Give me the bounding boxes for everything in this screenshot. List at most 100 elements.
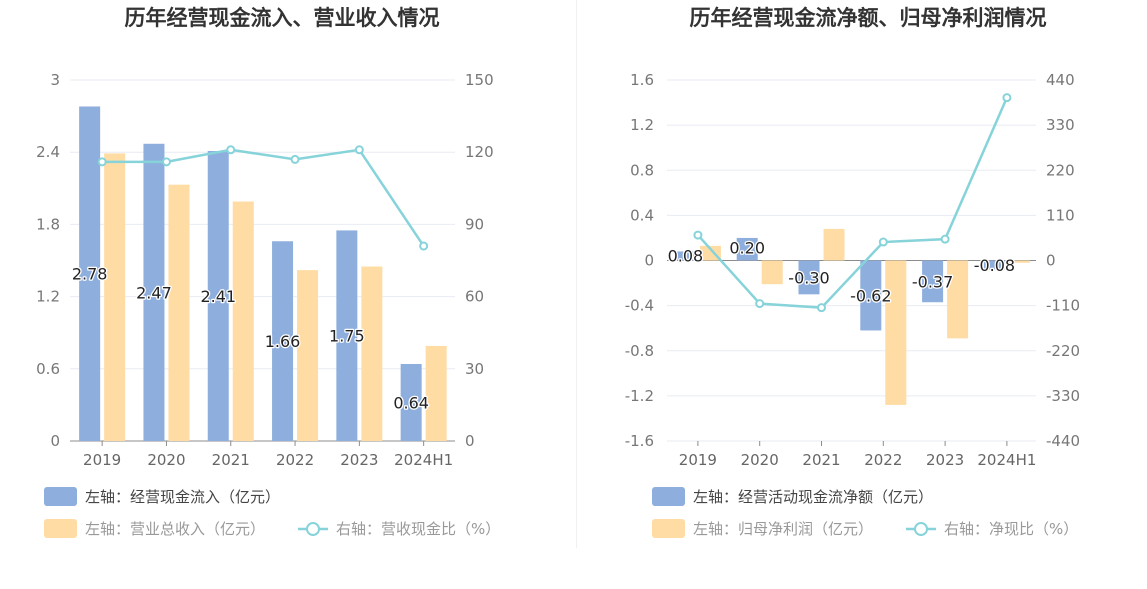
y-left-tick-label: -0.8 xyxy=(625,342,654,360)
x-tick-label: 2022 xyxy=(864,451,902,469)
y-left-tick-label: 2.4 xyxy=(36,143,60,161)
chart-title: 历年经营现金流净额、归母净利润情况 xyxy=(690,6,1047,30)
panel-divider xyxy=(576,0,577,548)
bar-series-1 xyxy=(674,251,696,261)
line-point xyxy=(290,154,300,164)
chart-title: 历年经营现金流入、营业收入情况 xyxy=(125,6,440,30)
bar-series-1 xyxy=(798,260,820,295)
data-label: 2.47 xyxy=(136,283,172,302)
bar-series-2 xyxy=(361,266,383,441)
data-label: 1.75 xyxy=(329,327,365,346)
line-point xyxy=(940,234,950,244)
x-tick-label: 2024H1 xyxy=(394,451,453,469)
x-tick-label: 2021 xyxy=(212,451,250,469)
y-right-tick-label: 0 xyxy=(1046,252,1056,270)
y-left-tick-label: 1.2 xyxy=(36,288,60,306)
y-left-tick-label: 0 xyxy=(644,252,654,270)
line-point xyxy=(817,303,826,313)
y-left-tick-label: 0.6 xyxy=(36,360,60,378)
x-tick-label: 2022 xyxy=(276,451,314,469)
legend-label-series-2: 左轴：归母净利润（亿元） xyxy=(693,520,873,538)
x-tick-label: 2024H1 xyxy=(977,451,1036,469)
x-tick-label: 2020 xyxy=(741,451,779,469)
line-point xyxy=(1002,93,1012,103)
line-point xyxy=(878,237,888,247)
y-left-tick-label: 0.4 xyxy=(630,206,654,224)
legend-label-series-3: 右轴：净现比（%） xyxy=(944,520,1078,538)
chart-cash-inflow-revenue: 历年经营现金流入、营业收入情况 0 0.6 1.2 1.8 2.4 3 0 30 60 90 120 1… xyxy=(0,0,573,589)
x-tick-label: 2019 xyxy=(83,451,121,469)
legend-label-series-3: 右轴：营收现金比（%） xyxy=(336,520,500,538)
data-label: -0.30 xyxy=(788,268,829,287)
x-tick-label: 2023 xyxy=(926,451,964,469)
y-right-tick-label: 110 xyxy=(1046,206,1075,224)
bar-series-1 xyxy=(400,363,422,441)
x-tick-label: 2019 xyxy=(679,451,717,469)
bar-series-2 xyxy=(947,260,969,339)
bar-series-1 xyxy=(79,106,101,442)
line-point xyxy=(693,230,703,240)
legend-swatch-series-2 xyxy=(652,519,685,538)
bar-series-2 xyxy=(425,345,447,441)
data-label: 0.08 xyxy=(668,247,704,266)
y-left-tick-label: -0.4 xyxy=(625,297,654,315)
bar-series-1 xyxy=(207,150,229,441)
y-right-tick-label: 30 xyxy=(465,360,484,378)
bar-series-1 xyxy=(922,260,944,303)
legend-swatch-series-1 xyxy=(652,487,685,506)
y-right-tick-label: 330 xyxy=(1046,116,1075,134)
bar-series-1 xyxy=(860,260,882,331)
y-right-tick-label: 60 xyxy=(465,288,484,306)
line-point xyxy=(755,299,765,309)
data-label: -0.37 xyxy=(912,272,953,291)
line-point xyxy=(161,157,171,167)
line-point xyxy=(419,241,429,251)
bar-series-2 xyxy=(823,228,845,261)
bar-series-2 xyxy=(297,270,319,441)
bar-series-2 xyxy=(104,153,126,442)
chart-svg: 历年经营现金流入、营业收入情况00.61.21.82.4303060901201… xyxy=(36,6,500,538)
bar-series-1 xyxy=(983,260,1005,270)
y-right-tick-label: 90 xyxy=(465,215,484,233)
legend-label-series-1: 左轴：经营活动现金流净额（亿元） xyxy=(693,488,933,506)
y-right-tick-label: 150 xyxy=(465,71,494,89)
line-series xyxy=(102,148,425,247)
y-right-tick-label: -110 xyxy=(1046,297,1080,315)
line-point xyxy=(226,145,236,155)
bar-series-1 xyxy=(736,237,758,261)
line-series xyxy=(696,97,1009,309)
legend-swatch-line-marker xyxy=(914,522,928,536)
bar-series-2 xyxy=(232,201,254,441)
line-point xyxy=(354,145,364,155)
y-right-tick-label: 440 xyxy=(1046,71,1075,89)
y-right-tick-label: -440 xyxy=(1046,432,1080,450)
y-left-tick-label: -1.6 xyxy=(625,432,654,450)
x-tick-label: 2023 xyxy=(340,451,378,469)
data-label: -0.08 xyxy=(974,256,1015,275)
y-right-tick-label: 0 xyxy=(465,432,475,450)
y-right-tick-label: 120 xyxy=(465,143,494,161)
chart-net-cashflow-profit: 历年经营现金流净额、归母净利润情况 -1.6 -1.2 -0.8 -0.4 0 0.4 0.8… xyxy=(576,0,1147,589)
y-left-tick-label: 0 xyxy=(50,432,60,450)
y-left-tick-label: 1.8 xyxy=(36,215,60,233)
legend-label-series-2: 左轴：营业总收入（亿元） xyxy=(85,520,265,538)
data-label: 2.78 xyxy=(72,265,108,284)
y-left-tick-label: 1.2 xyxy=(630,116,654,134)
bar-series-2 xyxy=(699,245,721,261)
y-left-tick-label: 0.8 xyxy=(630,161,654,179)
y-left-tick-label: -1.2 xyxy=(625,387,654,405)
y-left-tick-label: 3 xyxy=(50,71,60,89)
bar-series-1 xyxy=(272,241,294,441)
bar-series-2 xyxy=(168,184,190,441)
line-point xyxy=(97,157,107,167)
data-label: 2.41 xyxy=(200,287,236,306)
y-left-tick-label: 1.6 xyxy=(630,71,654,89)
data-label: 0.64 xyxy=(393,393,429,412)
legend-swatch-series-2 xyxy=(44,519,77,538)
bar-series-2 xyxy=(1008,260,1030,263)
bar-series-2 xyxy=(761,260,783,285)
data-label: 0.20 xyxy=(729,239,765,258)
legend-swatch-series-1 xyxy=(44,487,77,506)
y-right-tick-label: -220 xyxy=(1046,342,1080,360)
bar-series-2 xyxy=(885,260,907,405)
